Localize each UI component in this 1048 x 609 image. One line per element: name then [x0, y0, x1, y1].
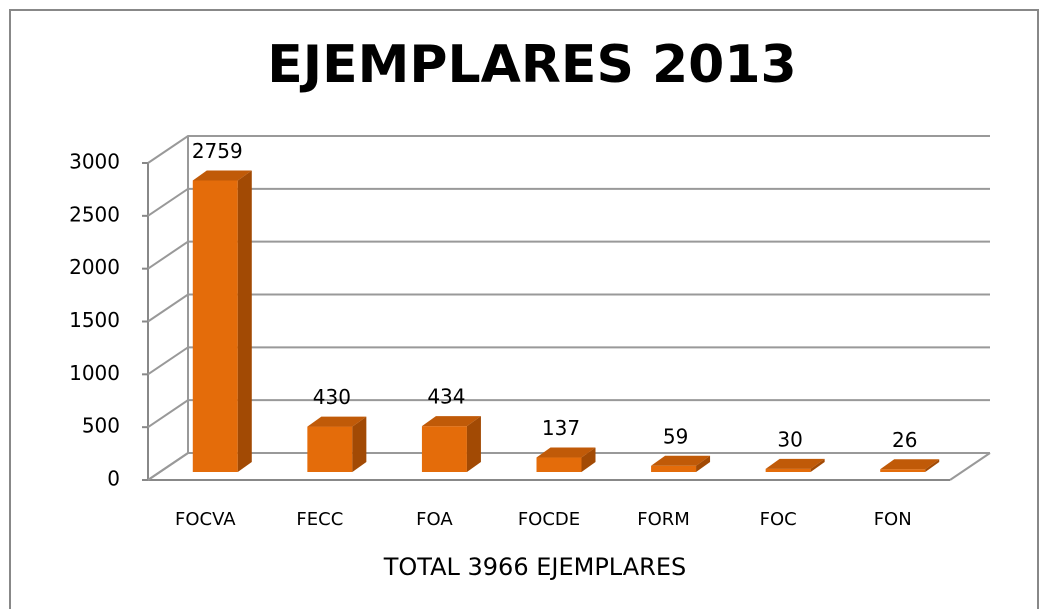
- x-tick-label: FON: [874, 509, 912, 530]
- bar-side: [810, 458, 825, 472]
- x-tick-label: FOC: [760, 509, 797, 530]
- bar-side: [925, 459, 940, 472]
- y-tick-label: 1500: [69, 308, 120, 332]
- bar-top: [536, 447, 596, 458]
- bar-side: [581, 447, 596, 472]
- bar-side: [466, 416, 481, 472]
- bar: [651, 465, 697, 472]
- bar: [421, 426, 467, 472]
- bar-top: [307, 416, 367, 427]
- x-tick-label: FOA: [416, 509, 453, 530]
- y-tick-label: 1000: [69, 361, 120, 385]
- grid-line: [147, 187, 990, 217]
- grid-line: [147, 135, 990, 164]
- chart-title: EJEMPLARES 2013: [267, 35, 796, 95]
- bar: [307, 426, 353, 472]
- x-tick-label: FORM: [637, 509, 690, 530]
- value-label: 30: [777, 427, 802, 451]
- bar-side: [696, 455, 711, 472]
- y-tick-label: 0: [107, 467, 120, 491]
- bar-side: [352, 416, 367, 472]
- grid-line: [147, 452, 990, 481]
- value-label: 26: [892, 428, 917, 452]
- bar-top: [651, 455, 711, 466]
- x-tick-label: FECC: [296, 509, 343, 530]
- grid-line: [147, 240, 990, 270]
- grid-line: [147, 399, 990, 428]
- value-label: 430: [313, 385, 351, 409]
- value-label: 59: [663, 424, 688, 448]
- bar-top: [765, 458, 825, 469]
- y-tick-label: 2500: [69, 202, 120, 226]
- bar: [536, 457, 582, 472]
- bar-top: [192, 170, 252, 181]
- y-tick-label: 3000: [69, 150, 120, 174]
- bar-top: [880, 459, 940, 470]
- bar-top: [421, 416, 481, 427]
- y-tick-label: 500: [82, 414, 120, 438]
- value-label: 2759: [192, 139, 243, 163]
- x-tick-label: FOCVA: [175, 509, 236, 530]
- grid-line: [147, 346, 990, 376]
- y-tick-label: 2000: [69, 255, 120, 279]
- chart-border: [9, 9, 1039, 609]
- value-label: 137: [542, 416, 580, 440]
- x-axis-label: TOTAL 3966 EJEMPLARES: [383, 553, 686, 581]
- bar: [765, 468, 811, 472]
- value-label: 434: [427, 385, 465, 409]
- grid-line: [147, 293, 990, 323]
- bar: [880, 469, 926, 472]
- bar: [192, 180, 238, 472]
- bar-side: [237, 170, 252, 472]
- x-tick-label: FOCDE: [518, 509, 580, 530]
